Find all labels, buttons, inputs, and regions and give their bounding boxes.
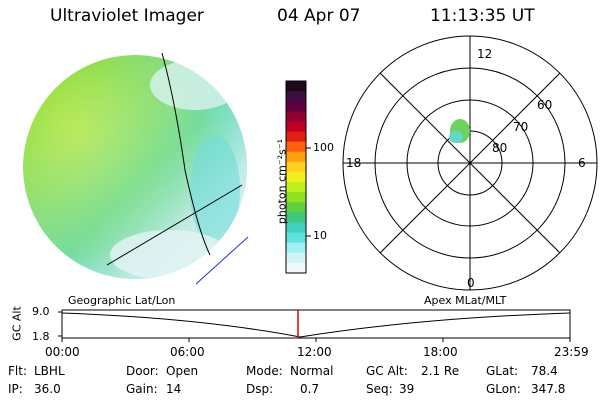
dsp-value: 0.7 [300, 382, 320, 396]
lat-80-label: 80 [492, 141, 508, 155]
gain-label: Gain: [126, 382, 158, 396]
colorbar-segment [286, 161, 306, 173]
glat-value: 78.4 [531, 364, 558, 378]
x-tick-0000: 00:00 [45, 345, 80, 359]
colorbar-segment [286, 262, 306, 274]
image-date: 04 Apr 07 [277, 6, 361, 26]
mlt-0-label: 0 [467, 276, 475, 290]
lat-70-label: 70 [513, 120, 529, 134]
geographic-caption: Geographic Lat/Lon [68, 294, 176, 307]
colorbar-segment [286, 232, 306, 244]
ip-value: 36.0 [34, 382, 61, 396]
mlt-18-label: 18 [346, 156, 362, 170]
colorbar-segment [286, 242, 306, 254]
colorbar-segment [286, 212, 306, 223]
colorbar-segment [286, 202, 306, 213]
door-value: Open [166, 364, 199, 378]
colorbar-segment [286, 222, 306, 234]
glon-value: 347.8 [531, 382, 566, 396]
colorbar-segment [286, 101, 306, 112]
colorbar-segment [286, 151, 306, 163]
glon-label: GLon: [486, 382, 521, 396]
gain-value: 14 [166, 382, 182, 396]
mlt-6-label: 6 [578, 156, 586, 170]
instrument-title: Ultraviolet Imager [50, 6, 204, 26]
ip-label: IP: [8, 382, 23, 396]
colorbar-segment [286, 131, 306, 143]
colorbar-segment [286, 252, 306, 264]
y-tick-9: 9.0 [32, 305, 50, 318]
colorbar-segment [286, 121, 306, 133]
seq-value: 39 [399, 382, 415, 396]
gc-alt-label: GC Alt: [366, 364, 408, 378]
colorbar-tick-10: 10 [313, 229, 327, 242]
flt-value: LBHL [34, 364, 65, 378]
colorbar-segment [286, 81, 306, 92]
lat-60-label: 60 [537, 98, 553, 112]
colorbar-tick-100: 100 [313, 141, 334, 154]
gc-alt-value: 2.1 Re [421, 364, 460, 378]
image-time: 11:13:35 UT [430, 6, 535, 26]
colorbar-segment [286, 141, 306, 153]
colorbar-segment [286, 192, 306, 203]
mlt-12-label: 12 [477, 47, 493, 61]
x-tick-1800: 18:00 [423, 345, 458, 359]
flt-label: Flt: [8, 364, 27, 378]
colorbar-segment [286, 111, 306, 122]
glat-label: GLat: [486, 364, 519, 378]
x-tick-2359: 23:59 [554, 345, 589, 359]
door-label: Door: [126, 364, 159, 378]
apex-caption: Apex MLat/MLT [424, 294, 507, 307]
x-tick-0600: 06:00 [170, 345, 205, 359]
x-tick-1200: 12:00 [297, 345, 332, 359]
colorbar-segment [286, 91, 306, 102]
colorbar-segment [286, 171, 306, 183]
colorbar-segment [286, 182, 306, 193]
dsp-label: Dsp: [246, 382, 274, 396]
mode-label: Mode: [246, 364, 283, 378]
seq-label: Seq: [366, 382, 393, 396]
mode-value: Normal [290, 364, 334, 378]
y-tick-1-8: 1.8 [32, 330, 50, 343]
